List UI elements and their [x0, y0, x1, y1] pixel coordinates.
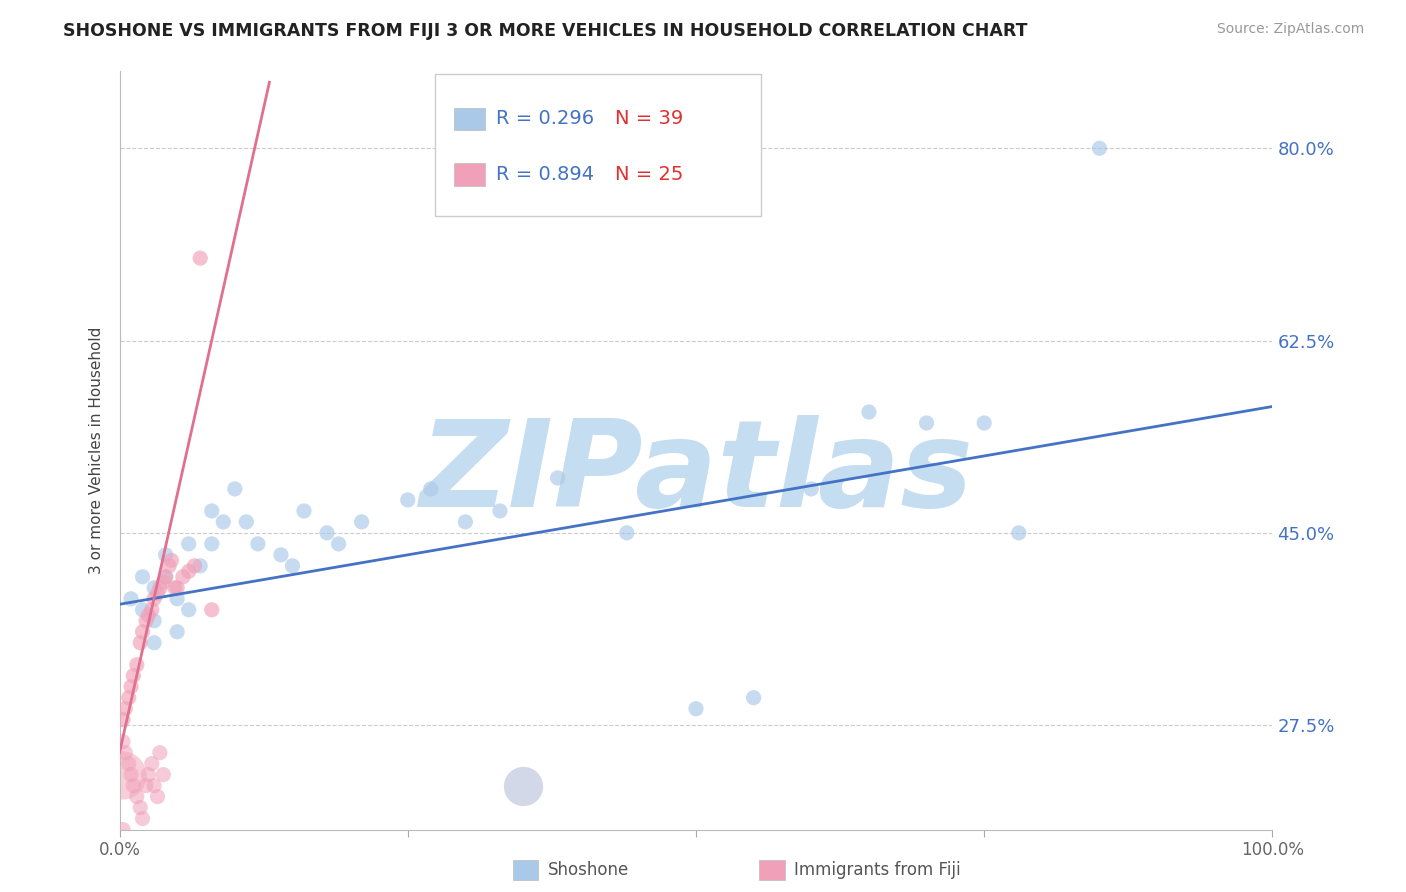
Point — [114, 746, 136, 760]
Point — [800, 482, 823, 496]
Point — [685, 701, 707, 715]
Text: Immigrants from Fiji: Immigrants from Fiji — [794, 861, 962, 879]
Point — [512, 779, 534, 793]
Point — [235, 515, 257, 529]
Point — [131, 603, 153, 617]
Point — [212, 515, 235, 529]
Point — [129, 636, 152, 650]
Point — [131, 624, 153, 639]
Text: N = 39: N = 39 — [616, 109, 683, 128]
Point — [138, 608, 160, 623]
Point — [177, 603, 200, 617]
Point — [177, 537, 200, 551]
Point — [111, 713, 134, 727]
Point — [188, 251, 211, 265]
Point — [742, 690, 765, 705]
Point — [201, 537, 224, 551]
Point — [1088, 141, 1111, 155]
Text: Source: ZipAtlas.com: Source: ZipAtlas.com — [1216, 22, 1364, 37]
Point — [1008, 525, 1031, 540]
Point — [157, 558, 180, 573]
Point — [188, 558, 211, 573]
Point — [141, 756, 163, 771]
Point — [131, 812, 153, 826]
Point — [129, 800, 152, 814]
Point — [135, 614, 157, 628]
Point — [149, 581, 172, 595]
Point — [155, 570, 177, 584]
Point — [166, 581, 188, 595]
Point — [143, 614, 166, 628]
Text: R = 0.894: R = 0.894 — [496, 165, 593, 184]
Point — [125, 657, 148, 672]
Point — [858, 405, 880, 419]
Point — [246, 537, 269, 551]
Point — [114, 701, 136, 715]
Point — [160, 553, 183, 567]
Point — [163, 581, 186, 595]
Point — [183, 558, 205, 573]
Point — [143, 581, 166, 595]
Point — [122, 779, 145, 793]
Point — [125, 789, 148, 804]
Point — [270, 548, 292, 562]
Point — [146, 586, 169, 600]
Point — [201, 504, 224, 518]
Point — [120, 680, 142, 694]
Point — [138, 767, 160, 781]
Text: SHOSHONE VS IMMIGRANTS FROM FIJI 3 OR MORE VEHICLES IN HOUSEHOLD CORRELATION CHA: SHOSHONE VS IMMIGRANTS FROM FIJI 3 OR MO… — [63, 22, 1028, 40]
Point — [155, 570, 177, 584]
Point — [172, 570, 194, 584]
Point — [350, 515, 373, 529]
Point — [111, 734, 134, 748]
Point — [915, 416, 938, 430]
Point — [155, 548, 177, 562]
Point — [616, 525, 638, 540]
Point — [177, 565, 200, 579]
Point — [111, 767, 134, 781]
Point — [396, 492, 419, 507]
Point — [547, 471, 569, 485]
Text: Shoshone: Shoshone — [548, 861, 630, 879]
Point — [149, 746, 172, 760]
Point — [224, 482, 246, 496]
Point — [454, 515, 477, 529]
Point — [111, 822, 134, 837]
Point — [120, 767, 142, 781]
Point — [135, 779, 157, 793]
Point — [281, 558, 304, 573]
Text: R = 0.296: R = 0.296 — [496, 109, 593, 128]
Point — [118, 690, 141, 705]
Point — [316, 525, 339, 540]
Y-axis label: 3 or more Vehicles in Household: 3 or more Vehicles in Household — [89, 326, 104, 574]
Point — [122, 669, 145, 683]
Point — [292, 504, 315, 518]
Point — [120, 591, 142, 606]
Point — [118, 756, 141, 771]
Point — [143, 591, 166, 606]
Point — [489, 504, 512, 518]
Point — [166, 591, 188, 606]
Point — [141, 603, 163, 617]
Point — [973, 416, 995, 430]
Point — [152, 575, 174, 590]
Point — [166, 624, 188, 639]
Point — [143, 636, 166, 650]
Point — [328, 537, 350, 551]
Point — [152, 767, 174, 781]
Point — [143, 779, 166, 793]
Point — [419, 482, 441, 496]
Point — [131, 570, 153, 584]
Point — [201, 603, 224, 617]
Text: N = 25: N = 25 — [616, 165, 683, 184]
Point — [146, 789, 169, 804]
Text: ZIPatlas: ZIPatlas — [419, 415, 973, 532]
